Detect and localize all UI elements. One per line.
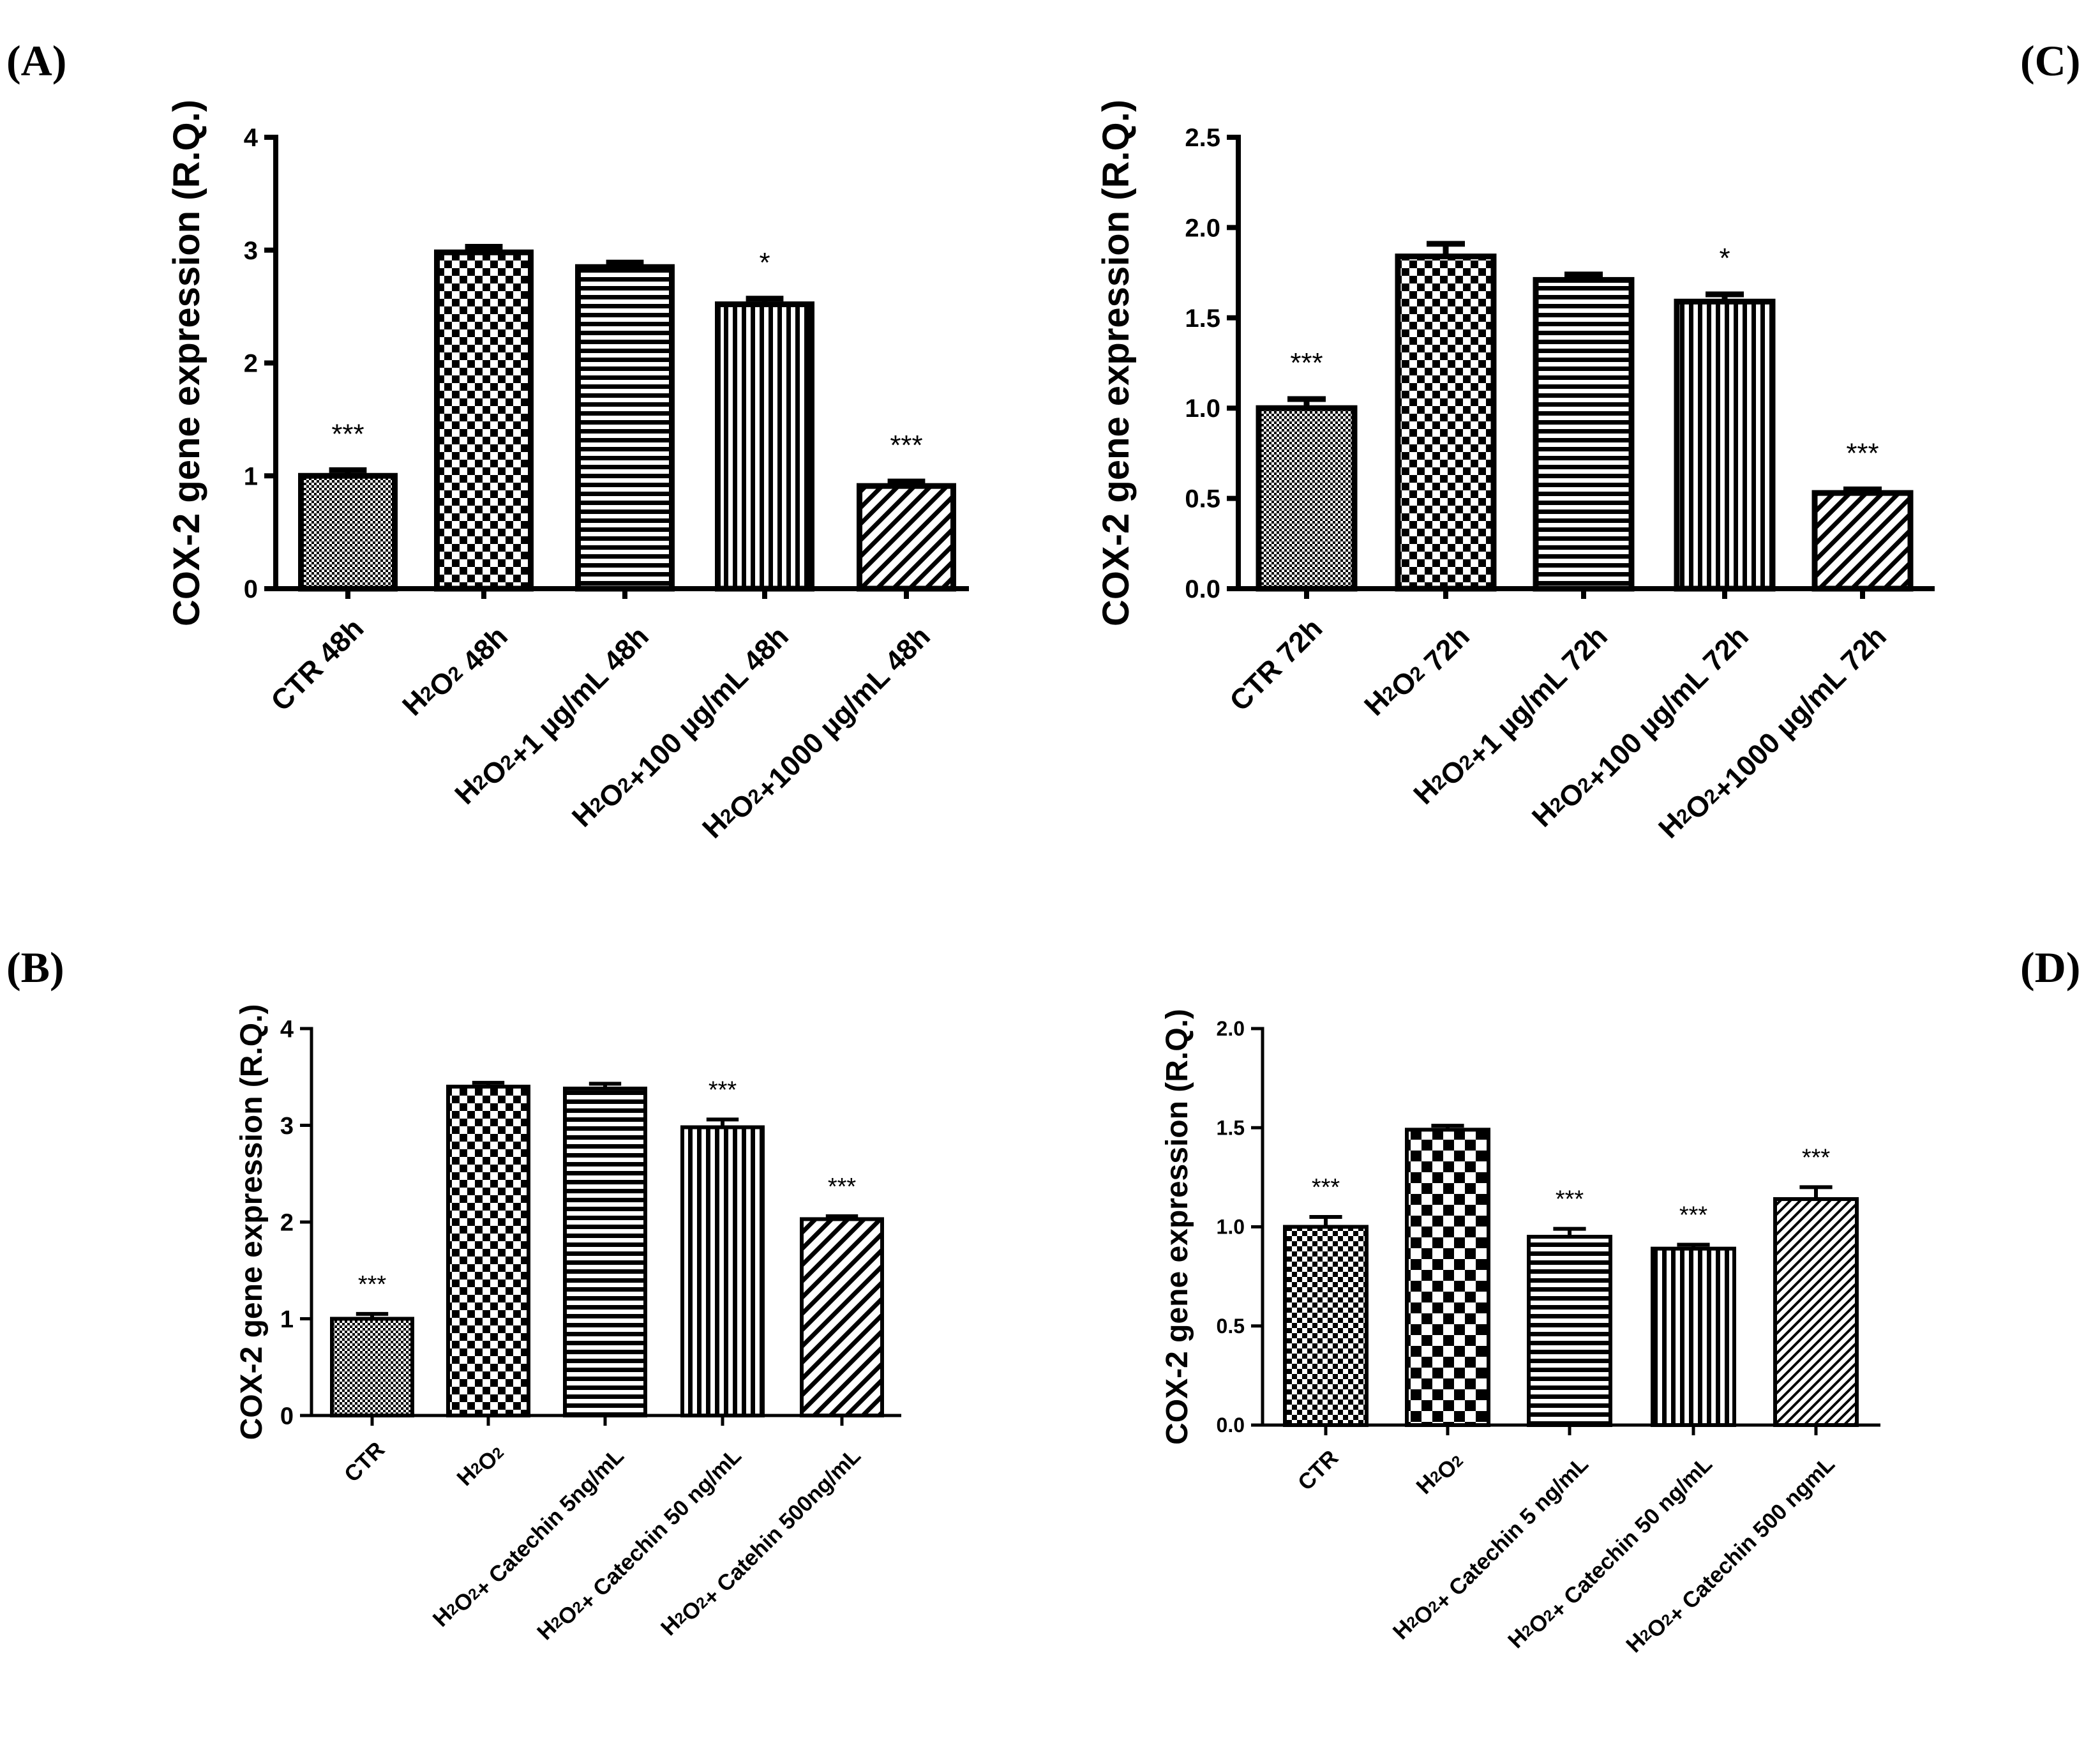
y-tick-label-a: 0	[244, 575, 258, 603]
y-tick-label-d: 2.0	[1217, 1017, 1245, 1040]
y-tick-label-b: 1	[280, 1306, 294, 1333]
y-tick-label-d: 1.0	[1217, 1216, 1245, 1239]
y-tick-label-c: 0.5	[1185, 485, 1220, 513]
bar-b-3	[563, 1086, 647, 1418]
y-axis-title-a: COX-2 gene expression (R.Q.)	[166, 100, 207, 626]
category-label-c-4: H2O2+100 µg/mL 72h	[1526, 612, 1755, 841]
bar-a-3	[575, 264, 675, 592]
y-tick-label-d: 0.0	[1217, 1414, 1245, 1437]
bar-d-4	[1651, 1246, 1736, 1428]
bar-c-3	[1533, 276, 1635, 592]
category-label-d-1: CTR	[1293, 1446, 1343, 1495]
category-label-a-1: CTR 48h	[264, 612, 370, 717]
panel-letter-c: (C)	[2020, 36, 2080, 85]
significance-label-a-4: *	[759, 247, 770, 278]
y-tick-label-d: 1.5	[1217, 1116, 1245, 1139]
y-tick-label-d: 0.5	[1217, 1315, 1245, 1338]
category-label-b-1: CTR	[340, 1437, 389, 1487]
significance-label-a-1: ***	[331, 418, 364, 449]
significance-label-a-5: ***	[890, 430, 922, 461]
bar-d-1	[1283, 1225, 1369, 1427]
bar-c-5	[1811, 490, 1914, 592]
y-axis-title-d: COX-2 gene expression (R.Q.)	[1160, 1009, 1194, 1445]
category-label-d-2: H2O2	[1411, 1446, 1468, 1502]
bar-b-4	[680, 1125, 765, 1418]
significance-label-d-5: ***	[1802, 1144, 1831, 1171]
category-label-d-4: H2O2+ Catechin 50 ng/mL	[1503, 1446, 1717, 1659]
panel-letter-a: (A)	[6, 36, 66, 85]
y-tick-label-a: 2	[244, 350, 258, 378]
category-label-c-1: CTR 72h	[1223, 612, 1328, 717]
category-label-c-2: H2O2 72h	[1358, 612, 1476, 730]
bar-d-3	[1527, 1235, 1612, 1428]
y-tick-label-a: 1	[244, 462, 258, 490]
category-label-a-2: H2O2 48h	[396, 612, 514, 730]
y-tick-label-b: 2	[280, 1209, 294, 1236]
y-tick-label-c: 1.5	[1185, 305, 1220, 333]
bar-a-2	[434, 249, 534, 592]
chart-panel-c: (C) COX-2 gene expression (R.Q.) 0.0 0.5 1.0…	[1095, 36, 2080, 852]
significance-label-c-4: *	[1719, 243, 1730, 274]
category-label-b-5: H2O2+ Catehin 500ng/mL	[656, 1437, 866, 1647]
y-axis-title-c: COX-2 gene expression (R.Q.)	[1095, 100, 1137, 626]
y-tick-label-a: 4	[244, 124, 259, 152]
bar-b-5	[800, 1217, 884, 1417]
bar-b-2	[446, 1084, 530, 1417]
category-label-d-5: H2O2+ Catechin 500 ngmL	[1621, 1446, 1840, 1664]
y-tick-label-c: 2.5	[1185, 124, 1220, 152]
bar-c-1	[1256, 405, 1358, 592]
bar-d-2	[1405, 1128, 1490, 1427]
bar-c-2	[1395, 253, 1497, 592]
bar-a-4	[715, 301, 814, 592]
bar-a-5	[857, 483, 956, 592]
significance-label-d-3: ***	[1556, 1186, 1584, 1213]
bar-b-1	[330, 1317, 414, 1417]
bar-a-1	[298, 472, 398, 592]
y-tick-label-b: 3	[280, 1113, 294, 1140]
panel-letter-d: (D)	[2020, 943, 2080, 992]
significance-label-b-5: ***	[828, 1174, 857, 1200]
y-tick-label-c: 1.0	[1185, 395, 1220, 423]
category-label-a-5: H2O2+1000 µg/mL 48h	[696, 612, 936, 852]
panel-letter-b: (B)	[6, 943, 64, 992]
significance-label-b-1: ***	[358, 1271, 387, 1298]
bar-d-5	[1773, 1197, 1859, 1428]
y-axis-title-b: COX-2 gene expression (R.Q.)	[235, 1004, 269, 1440]
category-label-c-5: H2O2+1000 µg/mL 72h	[1652, 612, 1893, 852]
significance-label-d-4: ***	[1679, 1202, 1708, 1228]
bar-c-4	[1674, 298, 1776, 592]
significance-label-b-4: ***	[709, 1076, 737, 1103]
y-tick-label-c: 0.0	[1185, 575, 1220, 603]
y-tick-label-a: 3	[244, 237, 258, 265]
chart-panel-a: (A) COX-2 gene expression (R.Q.) 0 1 2 3 4 *** C…	[6, 36, 969, 852]
significance-label-d-1: ***	[1312, 1174, 1340, 1201]
y-tick-label-c: 2.0	[1185, 214, 1220, 242]
y-tick-label-b: 4	[280, 1016, 294, 1043]
y-tick-label-b: 0	[280, 1403, 294, 1430]
significance-label-c-1: ***	[1290, 347, 1323, 379]
significance-label-c-5: ***	[1846, 437, 1879, 469]
category-label-b-4: H2O2+ Catechin 50 ng/mL	[532, 1437, 746, 1651]
chart-panel-d: (D) COX-2 gene expression (R.Q.) 0.0 0.5 1.0…	[1160, 943, 2080, 1664]
category-label-b-2: H2O2	[452, 1437, 509, 1494]
chart-panel-b: (B) COX-2 gene expression (R.Q.) 0 1 2 3 4 *** C…	[6, 943, 901, 1651]
